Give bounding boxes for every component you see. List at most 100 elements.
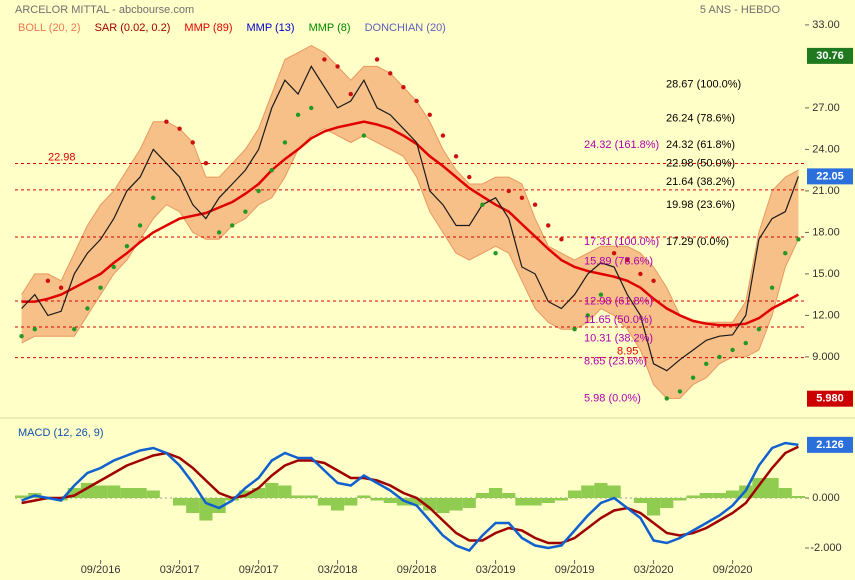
histogram-bar [107, 485, 121, 498]
histogram-bar [344, 498, 358, 506]
sar-dot [361, 133, 367, 138]
histogram-bar [133, 488, 147, 498]
x-tick-label: 09/2017 [239, 564, 279, 576]
price-tag [807, 390, 853, 407]
sar-dot [664, 396, 669, 401]
histogram-bar [673, 498, 687, 501]
fib-level: 26.24 (78.6%) [666, 112, 735, 124]
histogram-bar [304, 495, 318, 498]
histogram-bar [331, 498, 345, 511]
y-tick-label: 12.00 [812, 309, 840, 321]
histogram-bar [186, 498, 200, 513]
y-tick-label: 33.00 [812, 19, 840, 31]
histogram-bar [660, 498, 674, 508]
histogram-bar [146, 490, 160, 498]
histogram-bar [712, 493, 726, 498]
sar-dot [98, 285, 103, 290]
histogram-bar [252, 488, 266, 498]
sar-dot [295, 112, 301, 118]
sar-dot [717, 354, 722, 360]
fib-ext-level: 10.31 (38.2%) [584, 333, 653, 345]
histogram-bar [647, 498, 661, 516]
bollinger-lower [21, 128, 799, 399]
sar-dot [638, 271, 643, 277]
y-tick-label: 24.00 [812, 143, 840, 155]
histogram-bar [317, 498, 331, 506]
fib-level: 17.29 (0.0%) [666, 236, 729, 248]
histogram-bar [726, 490, 740, 498]
fib-ext-level: 15.89 (78.6%) [584, 255, 653, 267]
histogram-bar [475, 493, 489, 498]
sar-dot [203, 161, 209, 166]
sar-dot [572, 327, 577, 332]
price-tag-label: 30.76 [816, 50, 844, 62]
sar-dot [440, 133, 446, 138]
x-tick-label: 03/2018 [318, 564, 358, 576]
histogram-bar [502, 493, 516, 498]
histogram-bar [489, 488, 503, 498]
sar-dot [348, 91, 353, 97]
sar-dot [783, 250, 788, 256]
level-label: 8.95 [617, 345, 638, 357]
sar-dot [230, 223, 235, 228]
sar-dot [164, 119, 169, 124]
histogram-bar [607, 485, 621, 498]
histogram-bar [357, 495, 371, 498]
sar-dot [677, 389, 683, 394]
histogram-bar [765, 478, 779, 498]
x-tick-label: 03/2017 [160, 564, 200, 576]
price-tag-label: 5.980 [816, 393, 844, 405]
bollinger-upper [21, 45, 799, 323]
sar-dot [769, 285, 775, 290]
histogram-bar [423, 498, 437, 511]
sar-dot [322, 57, 327, 62]
histogram-bar [791, 496, 805, 498]
histogram-bar [278, 485, 292, 498]
histogram-bar [541, 498, 555, 503]
y-tick-label: 21.00 [812, 185, 840, 197]
histogram-bar [449, 498, 463, 511]
histogram-bar [778, 488, 792, 498]
fib-ext-level: 17.31 (100.0%) [584, 236, 659, 248]
fib-ext-level: 8.65 (23.6%) [584, 356, 647, 368]
legend-item: BOLL (20, 2) [18, 22, 81, 34]
histogram-bar [120, 488, 134, 498]
legend-item: SAR (0.02, 0.2) [95, 22, 171, 34]
sar-dot [704, 361, 709, 367]
histogram-bar [383, 498, 397, 503]
histogram-bar [436, 498, 450, 513]
sar-dot [401, 84, 406, 90]
fib-level: 21.64 (38.2%) [666, 176, 735, 188]
histogram-bar [581, 485, 595, 498]
period: 5 ANS - HEBDO [700, 4, 781, 16]
fib-level: 22.98 (50.0%) [666, 157, 735, 169]
histogram-bar [568, 490, 582, 498]
histogram-bar [594, 483, 608, 498]
sar-dot [177, 126, 182, 131]
x-tick-label: 03/2019 [476, 564, 516, 576]
price-tag-label: 22.05 [816, 170, 844, 182]
histogram-bar [686, 495, 700, 498]
sar-dot [625, 257, 630, 263]
sar-dot [243, 209, 248, 214]
fib-ext-level: 11.65 (50.0%) [584, 314, 652, 326]
histogram-bar [173, 498, 187, 506]
sar-dot [651, 278, 656, 284]
sar-dot [309, 105, 314, 111]
sar-dot [151, 195, 156, 201]
price-line [21, 65, 799, 372]
sar-dot [282, 140, 288, 145]
sar-dot [467, 174, 472, 180]
fib-level: 28.67 (100.0%) [666, 79, 741, 91]
legend-item: MMP (8) [309, 22, 351, 34]
price-tag [807, 47, 853, 64]
sar-dot [532, 202, 538, 207]
sar-dot [756, 327, 762, 332]
signal-line [21, 445, 799, 545]
x-tick-label: 09/2019 [555, 564, 595, 576]
sar-dot [137, 223, 143, 228]
macd-line [21, 441, 799, 552]
y-tick-label: 15.00 [812, 268, 840, 280]
sar-dot [796, 237, 801, 242]
sar-dot [256, 188, 261, 194]
